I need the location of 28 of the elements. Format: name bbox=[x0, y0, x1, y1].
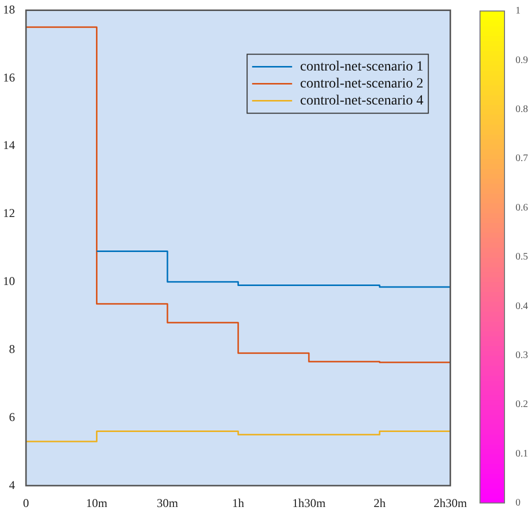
color-bar-label: 1 bbox=[516, 6, 520, 17]
legend-label: control-net-scenario 1 bbox=[300, 59, 424, 74]
x-tick-label: 2h bbox=[374, 496, 386, 510]
legend-label: control-net-scenario 4 bbox=[300, 93, 424, 108]
color-bar-label: 0.7 bbox=[516, 153, 528, 164]
color-bar-label: 0.6 bbox=[516, 202, 528, 214]
y-tick-label: 16 bbox=[3, 70, 15, 84]
y-tick-label: 12 bbox=[3, 206, 15, 220]
color-bar-label: 0.1 bbox=[516, 448, 528, 460]
y-tick-label: 6 bbox=[9, 410, 15, 424]
color-bar-label: 0.4 bbox=[516, 300, 528, 312]
color-bar-label: 0.5 bbox=[516, 252, 528, 263]
y-tick-label: 4 bbox=[9, 478, 15, 492]
y-tick-label: 18 bbox=[3, 2, 15, 16]
x-tick-label: 30m bbox=[156, 496, 179, 510]
color-bar-label: 0.2 bbox=[516, 399, 528, 410]
y-tick-label: 8 bbox=[9, 342, 15, 356]
legend-label: control-net-scenario 2 bbox=[300, 76, 424, 92]
color-bar-label: 0.3 bbox=[516, 350, 528, 362]
x-tick-label: 10m bbox=[86, 496, 108, 510]
x-tick-label: 0 bbox=[23, 496, 29, 510]
x-tick-label: 2h30m bbox=[434, 496, 468, 510]
color-bar-label: 0.9 bbox=[516, 54, 528, 66]
x-tick-label: 1h bbox=[232, 496, 244, 510]
y-tick-label: 10 bbox=[3, 274, 15, 288]
color-bar-label: 0.8 bbox=[516, 104, 528, 116]
x-tick-label: 1h30m bbox=[292, 496, 326, 510]
y-tick-label: 14 bbox=[3, 138, 15, 152]
